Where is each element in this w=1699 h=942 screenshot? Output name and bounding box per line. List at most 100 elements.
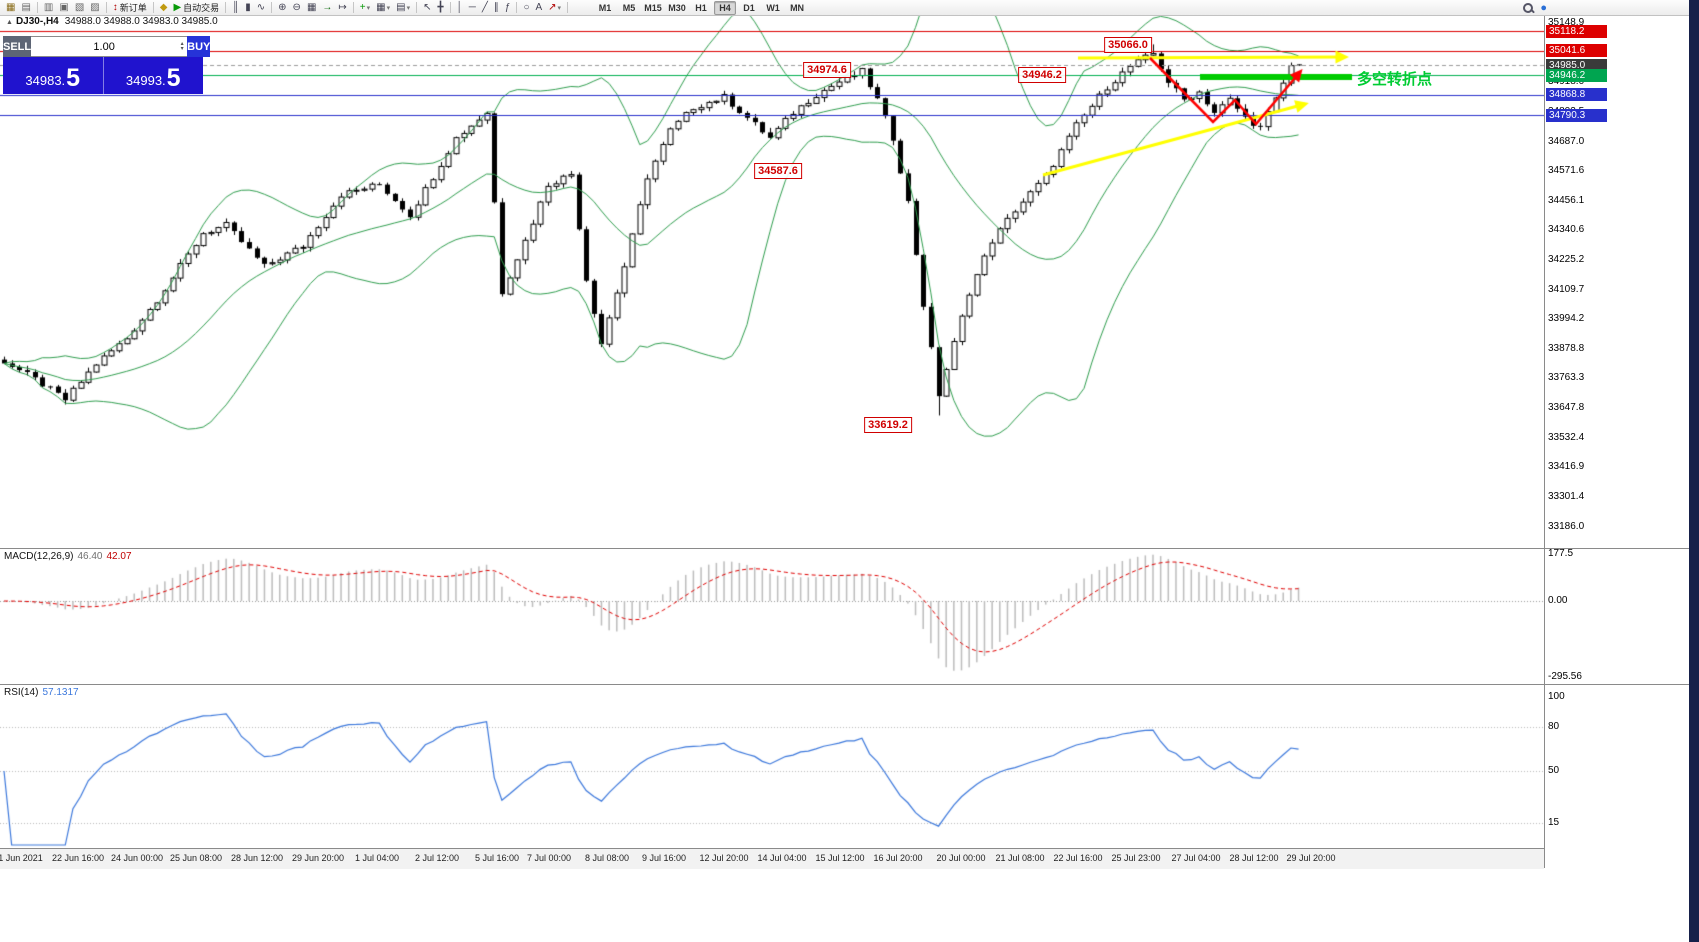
line-chart-button[interactable]: ∿ (255, 1, 267, 14)
sell-button[interactable]: SELL (3, 36, 32, 57)
metaeditor-button[interactable]: ◆ (158, 1, 170, 14)
price-scale-label: 33763.3 (1548, 372, 1585, 384)
data-window-button[interactable]: ▣ (57, 1, 70, 14)
crosshair-icon: ╋ (437, 2, 444, 13)
arrow-tools-button[interactable]: ↗ ▾ (546, 1, 563, 14)
price-tag[interactable]: 34946.2 (1018, 67, 1066, 83)
toolbar-separator (152, 2, 154, 13)
price-scale-label: 33416.9 (1548, 461, 1585, 473)
volume-input[interactable] (31, 39, 178, 54)
new-chart-button[interactable]: ▦ (4, 1, 17, 14)
navigator-icon: ▧ (74, 2, 85, 13)
volume-field[interactable]: ▴ ▾ (31, 36, 188, 57)
macd-scale-label: 177.5 (1548, 548, 1574, 559)
candles-chart-button[interactable]: ▮ (243, 1, 253, 14)
price-tag[interactable]: 34974.6 (803, 62, 851, 78)
shapes-button[interactable]: ○ (521, 1, 531, 14)
templates-button[interactable]: ▤ ▾ (394, 1, 412, 14)
text-button[interactable]: A (533, 1, 544, 14)
new-order-button[interactable]: ↕ 新订单 (111, 1, 149, 14)
terminal-button[interactable]: ▨ (88, 1, 101, 14)
cursor-button[interactable]: ↖ (421, 1, 433, 14)
fibonacci-icon: ƒ (504, 2, 511, 13)
trendline-button[interactable]: ╱ (480, 1, 490, 14)
templates-icon: ▤ (396, 2, 406, 13)
timeframe-m30-button[interactable]: M30 (668, 2, 686, 13)
indicators-button[interactable]: + ▾ (358, 1, 372, 14)
toolbar-separator (225, 2, 227, 13)
toolbar-separator (516, 2, 518, 13)
panel-separator-macd[interactable] (0, 548, 1689, 549)
timeframe-toolbar: M1 M5 M15 M30 H1 H4 D1 W1 MN (593, 0, 809, 15)
auto-scroll-button[interactable]: → (320, 1, 334, 14)
rsi-scale-label: 15 (1548, 817, 1560, 828)
macd-panel[interactable] (0, 549, 1544, 684)
periods-icon: ▦ (376, 2, 386, 13)
timeframe-mn-button[interactable]: MN (790, 2, 805, 13)
price-tag[interactable]: 33619.2 (864, 417, 912, 433)
time-axis-label: 9 Jul 16:00 (641, 853, 687, 863)
rsi-panel[interactable] (0, 685, 1544, 848)
timeframe-m5-button[interactable]: M5 (622, 2, 636, 13)
profiles-button[interactable]: ▤ (19, 1, 32, 14)
main-chart[interactable] (0, 15, 1544, 548)
one-click-top-row: SELL ▴ ▾ BUY (3, 36, 211, 57)
price-scale-label: 33532.4 (1548, 431, 1585, 443)
price-tag[interactable]: 34587.6 (754, 163, 802, 179)
toolbar-separator (567, 2, 569, 13)
volume-down-arrow[interactable]: ▾ (180, 45, 184, 52)
periods-button[interactable]: ▦ ▾ (374, 1, 392, 14)
sell-price-main: 34983. (25, 73, 66, 88)
channel-button[interactable]: ∥ (492, 1, 501, 14)
autotrade-button[interactable]: ▶ 自动交易 (171, 1, 221, 14)
timeframe-h4-button[interactable]: H4 (714, 0, 737, 15)
zoom-in-icon: ⊕ (278, 2, 287, 13)
time-axis-label: 22 Jun 16:00 (51, 853, 105, 863)
zoom-in-button[interactable]: ⊕ (276, 1, 288, 14)
shapes-icon: ○ (523, 2, 530, 13)
indicators-icon: + (359, 2, 366, 13)
volume-up-arrow[interactable]: ▴ (180, 40, 184, 47)
fibonacci-button[interactable]: ƒ (503, 1, 513, 14)
rsi-value: 57.1317 (42, 687, 79, 698)
turning-point-label[interactable]: 多空转折点 (1357, 71, 1433, 88)
vertical-line-icon: │ (456, 2, 463, 13)
price-scale-label: 34687.0 (1548, 135, 1585, 147)
toolbar-separator (416, 2, 418, 13)
time-axis-label: 21 Jun 2021 (0, 853, 43, 863)
zoom-out-button[interactable]: ⊖ (291, 1, 303, 14)
zoom-out-icon: ⊖ (292, 2, 301, 13)
search-icon[interactable] (1522, 2, 1536, 14)
price-axis[interactable]: 35148.935033.434918.034802.534687.034571… (1544, 15, 1689, 868)
tile-windows-button[interactable]: ▦ (305, 1, 318, 14)
price-scale-label: 34456.1 (1548, 194, 1585, 206)
buy-button[interactable]: BUY (187, 36, 211, 57)
timeframe-m15-button[interactable]: M15 (644, 2, 662, 13)
time-axis[interactable]: 21 Jun 2021 22 Jun 16:00 24 Jun 00:00 25 Ju… (0, 848, 1544, 869)
time-axis-label: 29 Jul 20:00 (1286, 853, 1336, 863)
timeframe-w1-button[interactable]: W1 (766, 2, 780, 13)
bars-chart-button[interactable]: ║ (230, 1, 241, 14)
price-tag[interactable]: 35066.0 (1104, 37, 1152, 53)
buy-price-big-digit: 5 (166, 64, 181, 92)
timeframe-m1-button[interactable]: M1 (598, 2, 612, 13)
sell-price-display[interactable]: 34983. 5 (3, 57, 103, 94)
level-price-box: 35118.2 (1546, 24, 1607, 38)
crosshair-button[interactable]: ╋ (435, 1, 445, 14)
community-icon[interactable]: ● (1540, 1, 1547, 14)
panel-separator-rsi[interactable] (0, 684, 1689, 685)
toolbar-separator (36, 2, 38, 13)
price-scale-label: 33301.4 (1548, 490, 1585, 502)
candles-chart-icon: ▮ (245, 2, 251, 13)
new-order-icon: ↕ (112, 2, 118, 13)
vertical-line-button[interactable]: │ (455, 1, 465, 14)
horizontal-line-button[interactable]: ─ (467, 1, 478, 14)
chart-shift-button[interactable]: ↦ (336, 1, 348, 14)
market-watch-button[interactable]: ▥ (42, 1, 55, 14)
timeframe-d1-button[interactable]: D1 (743, 2, 755, 13)
navigator-button[interactable]: ▧ (73, 1, 86, 14)
timeframe-h1-button[interactable]: H1 (695, 2, 707, 13)
buy-price-display[interactable]: 34993. 5 (104, 57, 204, 94)
buy-price-main: 34993. (125, 73, 166, 88)
